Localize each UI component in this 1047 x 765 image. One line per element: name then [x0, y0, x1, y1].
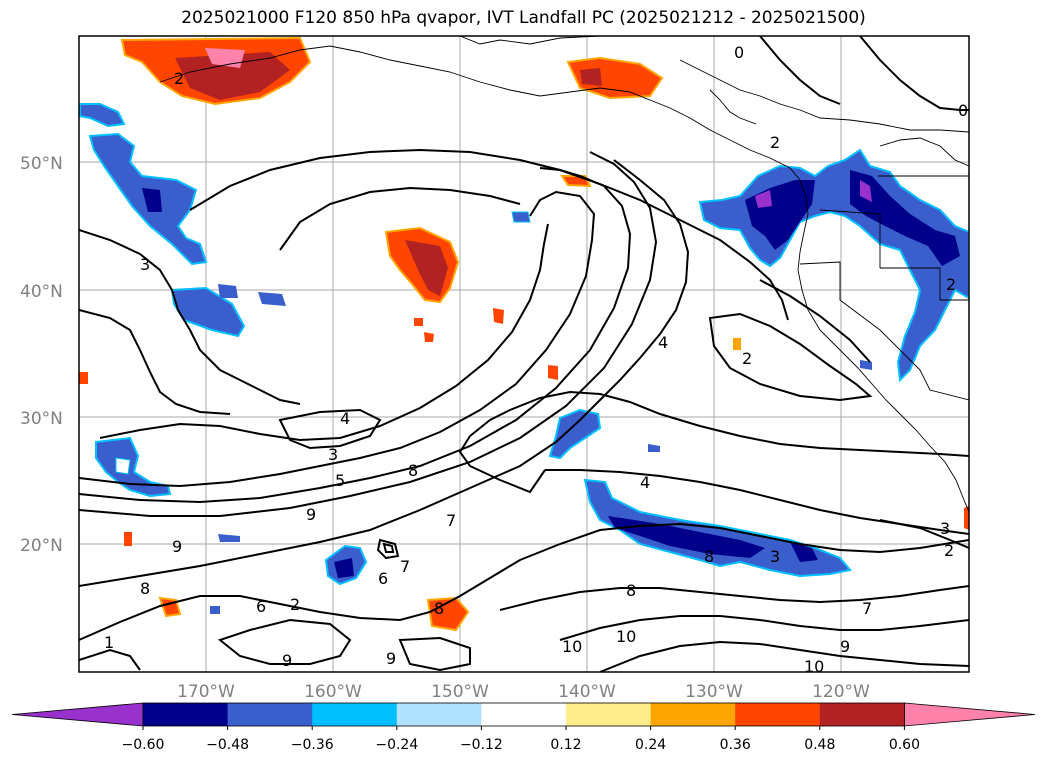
contour-label: 2: [944, 541, 954, 560]
contour-label: 4: [658, 333, 668, 352]
colorbar-ticks: −0.60 −0.48 −0.36 −0.24 −0.12 0.12 0.24 0.36 0.4…: [122, 726, 920, 753]
colorbar-tick-label: −0.12: [460, 737, 503, 753]
colorbar-segment: [481, 703, 567, 726]
contour-label: 7: [400, 557, 410, 576]
contour-label: 9: [306, 505, 316, 524]
colorbar-tick-label: −0.24: [375, 737, 418, 753]
lon-label: 130°W: [685, 682, 743, 702]
contour-lines: [79, 36, 969, 672]
colorbar-segment: [566, 703, 652, 726]
contour-label: 2: [770, 133, 780, 152]
contour-label: 8: [626, 581, 636, 600]
colorbar-tick-label: −0.60: [122, 737, 165, 753]
map-frame: [78, 35, 970, 673]
lat-label: 50°N: [20, 154, 63, 174]
colorbar-segment: [227, 703, 313, 726]
colorbar-segment: [143, 703, 229, 726]
contour-label: 8: [408, 461, 418, 480]
colorbar-tick-label: −0.48: [206, 737, 249, 753]
colorbar-frame: [142, 702, 905, 727]
colorbar: [11, 702, 1036, 727]
colorbar-tick-label: 0.48: [804, 737, 835, 753]
contour-label: 9: [282, 651, 292, 670]
contour-label: 0: [734, 43, 744, 62]
colorbar-segment: [396, 703, 482, 726]
contour-label: 6: [256, 597, 266, 616]
lon-label: 150°W: [431, 682, 489, 702]
contour-label: 2: [174, 69, 184, 88]
coastlines: [159, 36, 969, 513]
contour-label: 7: [862, 599, 872, 618]
colorbar-tick-label: 0.36: [720, 737, 751, 753]
contour-label: 10: [804, 657, 824, 676]
contour-label: 10: [562, 637, 582, 656]
colorbar-segment: [819, 703, 905, 726]
contour-label: 0: [958, 101, 968, 120]
contour-label: 1: [104, 633, 114, 652]
contour-label: 7: [446, 511, 456, 530]
colorbar-extend-low: [11, 702, 144, 727]
colorbar-tick-label: 0.12: [550, 737, 581, 753]
longitude-labels: 170°W 160°W 150°W 140°W 130°W 120°W: [177, 682, 870, 702]
colorbar-extend-high: [904, 702, 1036, 727]
colorbar-tick-label: −0.36: [291, 737, 334, 753]
contour-label: 2: [946, 275, 956, 294]
contour-label: 9: [840, 637, 850, 656]
lon-label: 140°W: [558, 682, 616, 702]
lon-label: 160°W: [304, 682, 362, 702]
colorbar-segment: [735, 703, 821, 726]
contour-labels: 2 2 0 0 2 3 4 3 5 8 9 9 6 7 8 4 8 7 9 10…: [104, 43, 968, 676]
colorbar-tick-label: 0.60: [889, 737, 920, 753]
latitude-labels: 50°N 40°N 30°N 20°N: [20, 154, 63, 556]
contour-label: 3: [770, 547, 780, 566]
contour-label: 2: [290, 595, 300, 614]
lon-label: 170°W: [177, 682, 235, 702]
positive-qvapor-regions: [79, 36, 969, 632]
contour-label: 2: [742, 349, 752, 368]
map-title: 2025021000 F120 850 hPa qvapor, IVT Land…: [181, 8, 866, 28]
map-area: [79, 36, 969, 672]
colorbar-tick-label: 0.24: [635, 737, 666, 753]
lat-label: 20°N: [20, 536, 63, 556]
contour-label: 3: [328, 445, 338, 464]
contour-label: 8: [704, 547, 714, 566]
contour-label: 8: [434, 599, 444, 618]
contour-label: 4: [640, 473, 650, 492]
map-content: 2 2 0 0 2 3 4 3 5 8 9 9 6 7 8 4 8 7 9 10…: [79, 36, 969, 676]
contour-label: 10: [616, 627, 636, 646]
contour-label: 8: [140, 579, 150, 598]
contour-label: 5: [335, 471, 345, 490]
lat-label: 40°N: [20, 282, 63, 302]
colorbar-segment: [312, 703, 398, 726]
contour-label: 6: [378, 569, 388, 588]
contour-label: 4: [340, 409, 350, 428]
contour-label: 9: [172, 537, 182, 556]
contour-label: 3: [940, 519, 950, 538]
contour-label: 3: [140, 255, 150, 274]
contour-label: 9: [386, 649, 396, 668]
lat-label: 30°N: [20, 409, 63, 429]
lon-label: 120°W: [812, 682, 870, 702]
colorbar-segment: [650, 703, 736, 726]
